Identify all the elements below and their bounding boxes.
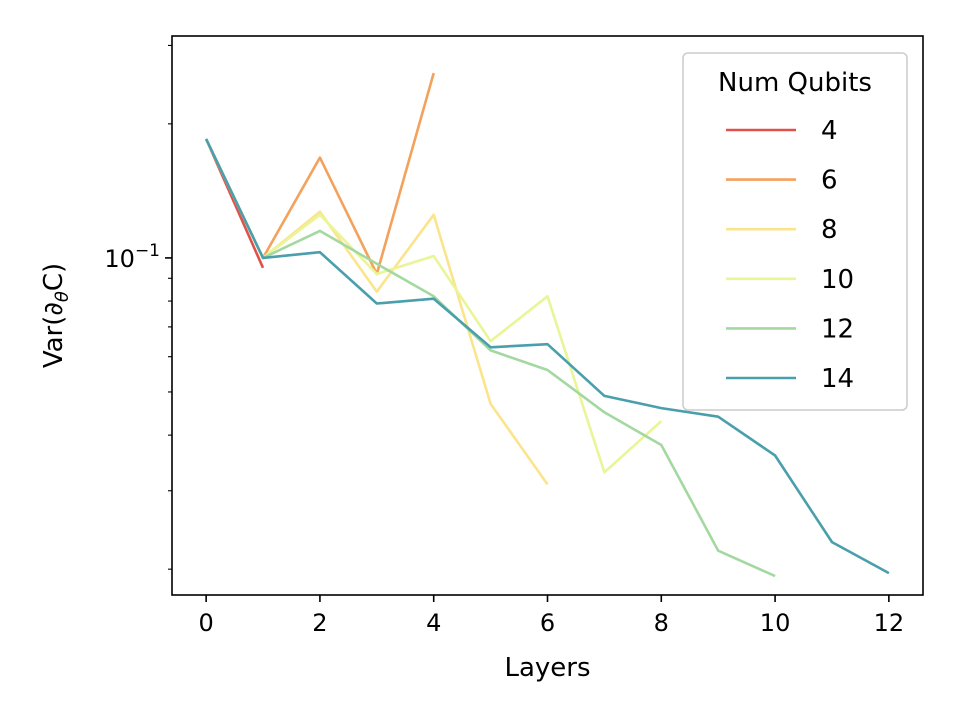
- legend-label-10: 10: [821, 265, 854, 295]
- legend-label-14: 14: [821, 364, 854, 394]
- x-tick-label: 4: [426, 609, 441, 637]
- x-tick-label: 12: [874, 609, 905, 637]
- x-tick-label: 2: [312, 609, 327, 637]
- series-line-14: [204, 138, 890, 575]
- x-tick-label: 10: [760, 609, 791, 637]
- legend-label-8: 8: [821, 215, 838, 245]
- legend-label-12: 12: [821, 314, 854, 344]
- series-line-12: [204, 138, 776, 578]
- x-tick-label: 6: [540, 609, 555, 637]
- legend: Num Qubits 4 6 8 10 12 14: [682, 52, 908, 411]
- legend-label-4: 4: [821, 116, 838, 146]
- legend-title: Num Qubits: [718, 68, 872, 98]
- x-tick-label: 8: [654, 609, 669, 637]
- series-line-6: [204, 72, 435, 276]
- axes: 0 2 4 6 8 10 12 10−1 Layers Var(∂θC): [39, 35, 924, 683]
- plot-lines: [204, 72, 890, 578]
- x-tick-label: 0: [198, 609, 213, 637]
- y-tick-label: 10−1: [104, 241, 160, 273]
- series-line-10: [204, 138, 663, 474]
- legend-box: [682, 52, 908, 411]
- series-line-8: [204, 138, 549, 486]
- legend-label-6: 6: [821, 166, 838, 196]
- y-axis-label: Var(∂θC): [39, 263, 73, 368]
- x-axis-label: Layers: [504, 653, 590, 683]
